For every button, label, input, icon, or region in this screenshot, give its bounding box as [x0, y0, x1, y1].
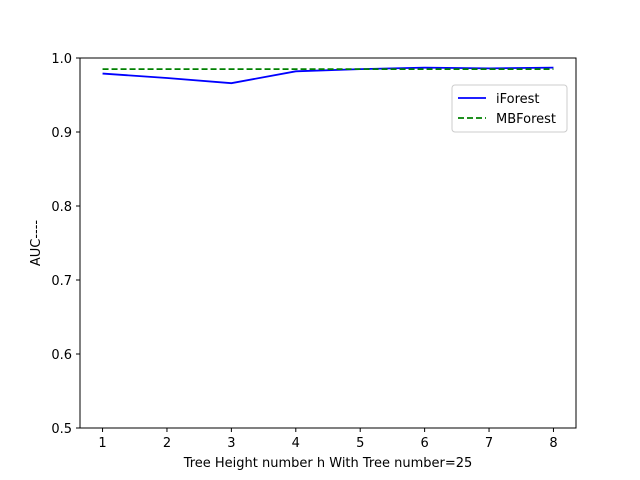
legend-box — [451, 84, 568, 133]
x-tick-label: 8 — [549, 436, 557, 451]
series-line-iforest — [102, 66, 554, 85]
series-layer — [102, 66, 554, 85]
y-axis: 0.5 0.6 0.7 0.8 0.9 1.0 — [51, 52, 80, 437]
y-tick-label: 0.6 — [51, 348, 72, 363]
x-tick-label: 7 — [485, 436, 493, 451]
legend-label-mbforest: MBForest — [496, 112, 556, 127]
x-axis: 1 2 3 4 5 6 7 8 — [98, 428, 558, 451]
x-tick-label: 1 — [98, 436, 106, 451]
y-tick-label: 0.9 — [51, 126, 72, 141]
y-tick-label: 0.7 — [51, 274, 72, 289]
x-tick-label: 4 — [292, 436, 300, 451]
x-axis-label: Tree Height number h With Tree number=25 — [183, 456, 473, 471]
x-tick-label: 2 — [163, 436, 171, 451]
y-tick-label: 0.8 — [51, 200, 72, 215]
x-tick-label: 5 — [356, 436, 364, 451]
plot-frame — [79, 57, 577, 429]
y-tick-label: 0.5 — [51, 422, 72, 437]
legend: iForest MBForest — [451, 84, 568, 133]
x-tick-label: 6 — [420, 436, 428, 451]
y-tick-label: 1.0 — [51, 52, 72, 67]
legend-label-iforest: iForest — [496, 92, 540, 107]
x-tick-label: 3 — [227, 436, 235, 451]
y-axis-label: AUC---- — [29, 220, 44, 267]
